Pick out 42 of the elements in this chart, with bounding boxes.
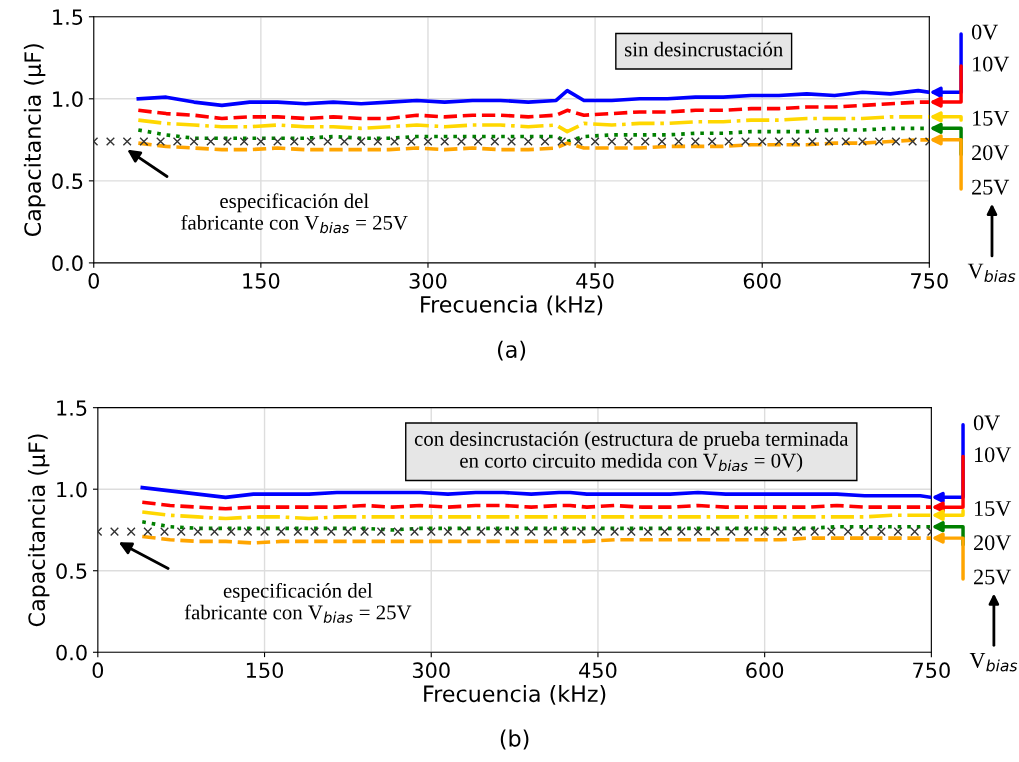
annotation: sin desincrustación [625,41,783,57]
annotation: especificación del fabricante con V$_{bias}$ = 25V [184,582,412,623]
annotation: con desincrustación (estructura de prueba terminada en corto circuito medida con V$_{bias}$ = 0V) [414,431,849,472]
legend-label: 20V [972,145,1010,161]
text: 0V [973,415,1000,431]
y-tick-label: 1.5 [57,400,87,416]
text: 10V [973,56,1010,72]
x-tick-label: 750 [911,272,948,289]
y-tick-label: 0.5 [56,563,87,579]
x-tick-label: 150 [246,662,284,679]
text: 0V [971,24,999,40]
y-tick-label: 0.0 [56,644,87,661]
legend-title: V$_{bias}$ [969,653,1018,672]
x-tick-label: 600 [746,662,784,679]
x-tick-label: 600 [743,272,781,289]
text: (b) [500,729,529,750]
x-tick-label: 750 [913,662,950,679]
annotation: especificación del fabricante con V$_{bias}$ = 25V [181,193,408,234]
text: 25V [972,179,1010,195]
x-tick-label: 450 [579,662,617,679]
text: 25V [974,569,1012,585]
y-tick-label: 0.0 [52,255,83,272]
x-tick-label: 0 [88,272,99,289]
legend-label: 15V [975,501,1012,517]
x-axis-title: Frecuencia (kHz) [424,684,606,705]
legend-label: 20V [974,535,1012,551]
y-axis-title: Capacitancia (µF) [27,434,50,627]
text: (a) [497,340,526,361]
x-tick-label: 300 [409,272,447,289]
x-axis-title: Frecuencia (kHz) [421,295,603,316]
y-axis-title: Capacitancia (µF) [23,44,46,237]
y-tick-label: 1.0 [53,91,83,108]
text: 10V [975,447,1012,463]
y-tick-label: 1.0 [57,481,87,498]
x-tick-label: 0 [92,662,104,679]
x-tick-label: 450 [576,272,614,289]
legend-label: 15V [973,110,1010,126]
x-tick-label: 300 [412,662,450,679]
y-tick-label: 0.5 [52,173,83,190]
legend-title: V$_{bias}$ [967,263,1016,283]
y-tick-label: 1.5 [53,9,83,25]
x-tick-label: 150 [243,272,280,289]
